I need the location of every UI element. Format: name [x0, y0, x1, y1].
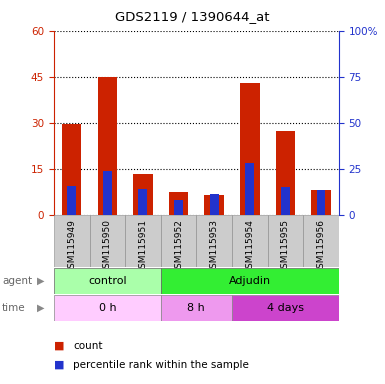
- Bar: [196, 215, 232, 267]
- Bar: [316, 190, 325, 215]
- Text: ■: ■: [54, 360, 64, 370]
- Bar: [97, 77, 117, 215]
- Bar: [161, 268, 339, 294]
- Bar: [303, 215, 339, 267]
- Bar: [204, 195, 224, 215]
- Text: time: time: [2, 303, 25, 313]
- Text: 0 h: 0 h: [99, 303, 116, 313]
- Bar: [133, 174, 153, 215]
- Bar: [268, 215, 303, 267]
- Bar: [240, 83, 259, 215]
- Text: count: count: [73, 341, 103, 351]
- Text: GSM115956: GSM115956: [316, 219, 325, 274]
- Text: agent: agent: [2, 276, 32, 286]
- Bar: [125, 215, 161, 267]
- Bar: [174, 200, 183, 215]
- Bar: [210, 194, 219, 215]
- Text: ▶: ▶: [37, 276, 44, 286]
- Bar: [54, 268, 161, 294]
- Bar: [281, 187, 290, 215]
- Bar: [62, 124, 82, 215]
- Text: GSM115949: GSM115949: [67, 219, 76, 274]
- Bar: [90, 215, 125, 267]
- Bar: [54, 215, 90, 267]
- Text: ▶: ▶: [37, 303, 44, 313]
- Bar: [276, 131, 295, 215]
- Text: percentile rank within the sample: percentile rank within the sample: [73, 360, 249, 370]
- Text: control: control: [88, 276, 127, 286]
- Text: ■: ■: [54, 341, 64, 351]
- Bar: [54, 295, 161, 321]
- Text: 4 days: 4 days: [267, 303, 304, 313]
- Text: GSM115954: GSM115954: [245, 219, 254, 274]
- Text: GDS2119 / 1390644_at: GDS2119 / 1390644_at: [115, 10, 270, 23]
- Bar: [245, 164, 254, 215]
- Bar: [139, 189, 147, 215]
- Bar: [232, 215, 268, 267]
- Text: GSM115955: GSM115955: [281, 219, 290, 274]
- Bar: [169, 192, 188, 215]
- Text: GSM115953: GSM115953: [210, 219, 219, 274]
- Bar: [161, 295, 232, 321]
- Bar: [103, 171, 112, 215]
- Text: 8 h: 8 h: [187, 303, 205, 313]
- Text: GSM115950: GSM115950: [103, 219, 112, 274]
- Text: GSM115952: GSM115952: [174, 219, 183, 274]
- Bar: [67, 185, 76, 215]
- Text: GSM115951: GSM115951: [139, 219, 147, 274]
- Bar: [232, 295, 339, 321]
- Bar: [161, 215, 196, 267]
- Bar: [311, 190, 331, 215]
- Text: Adjudin: Adjudin: [229, 276, 271, 286]
